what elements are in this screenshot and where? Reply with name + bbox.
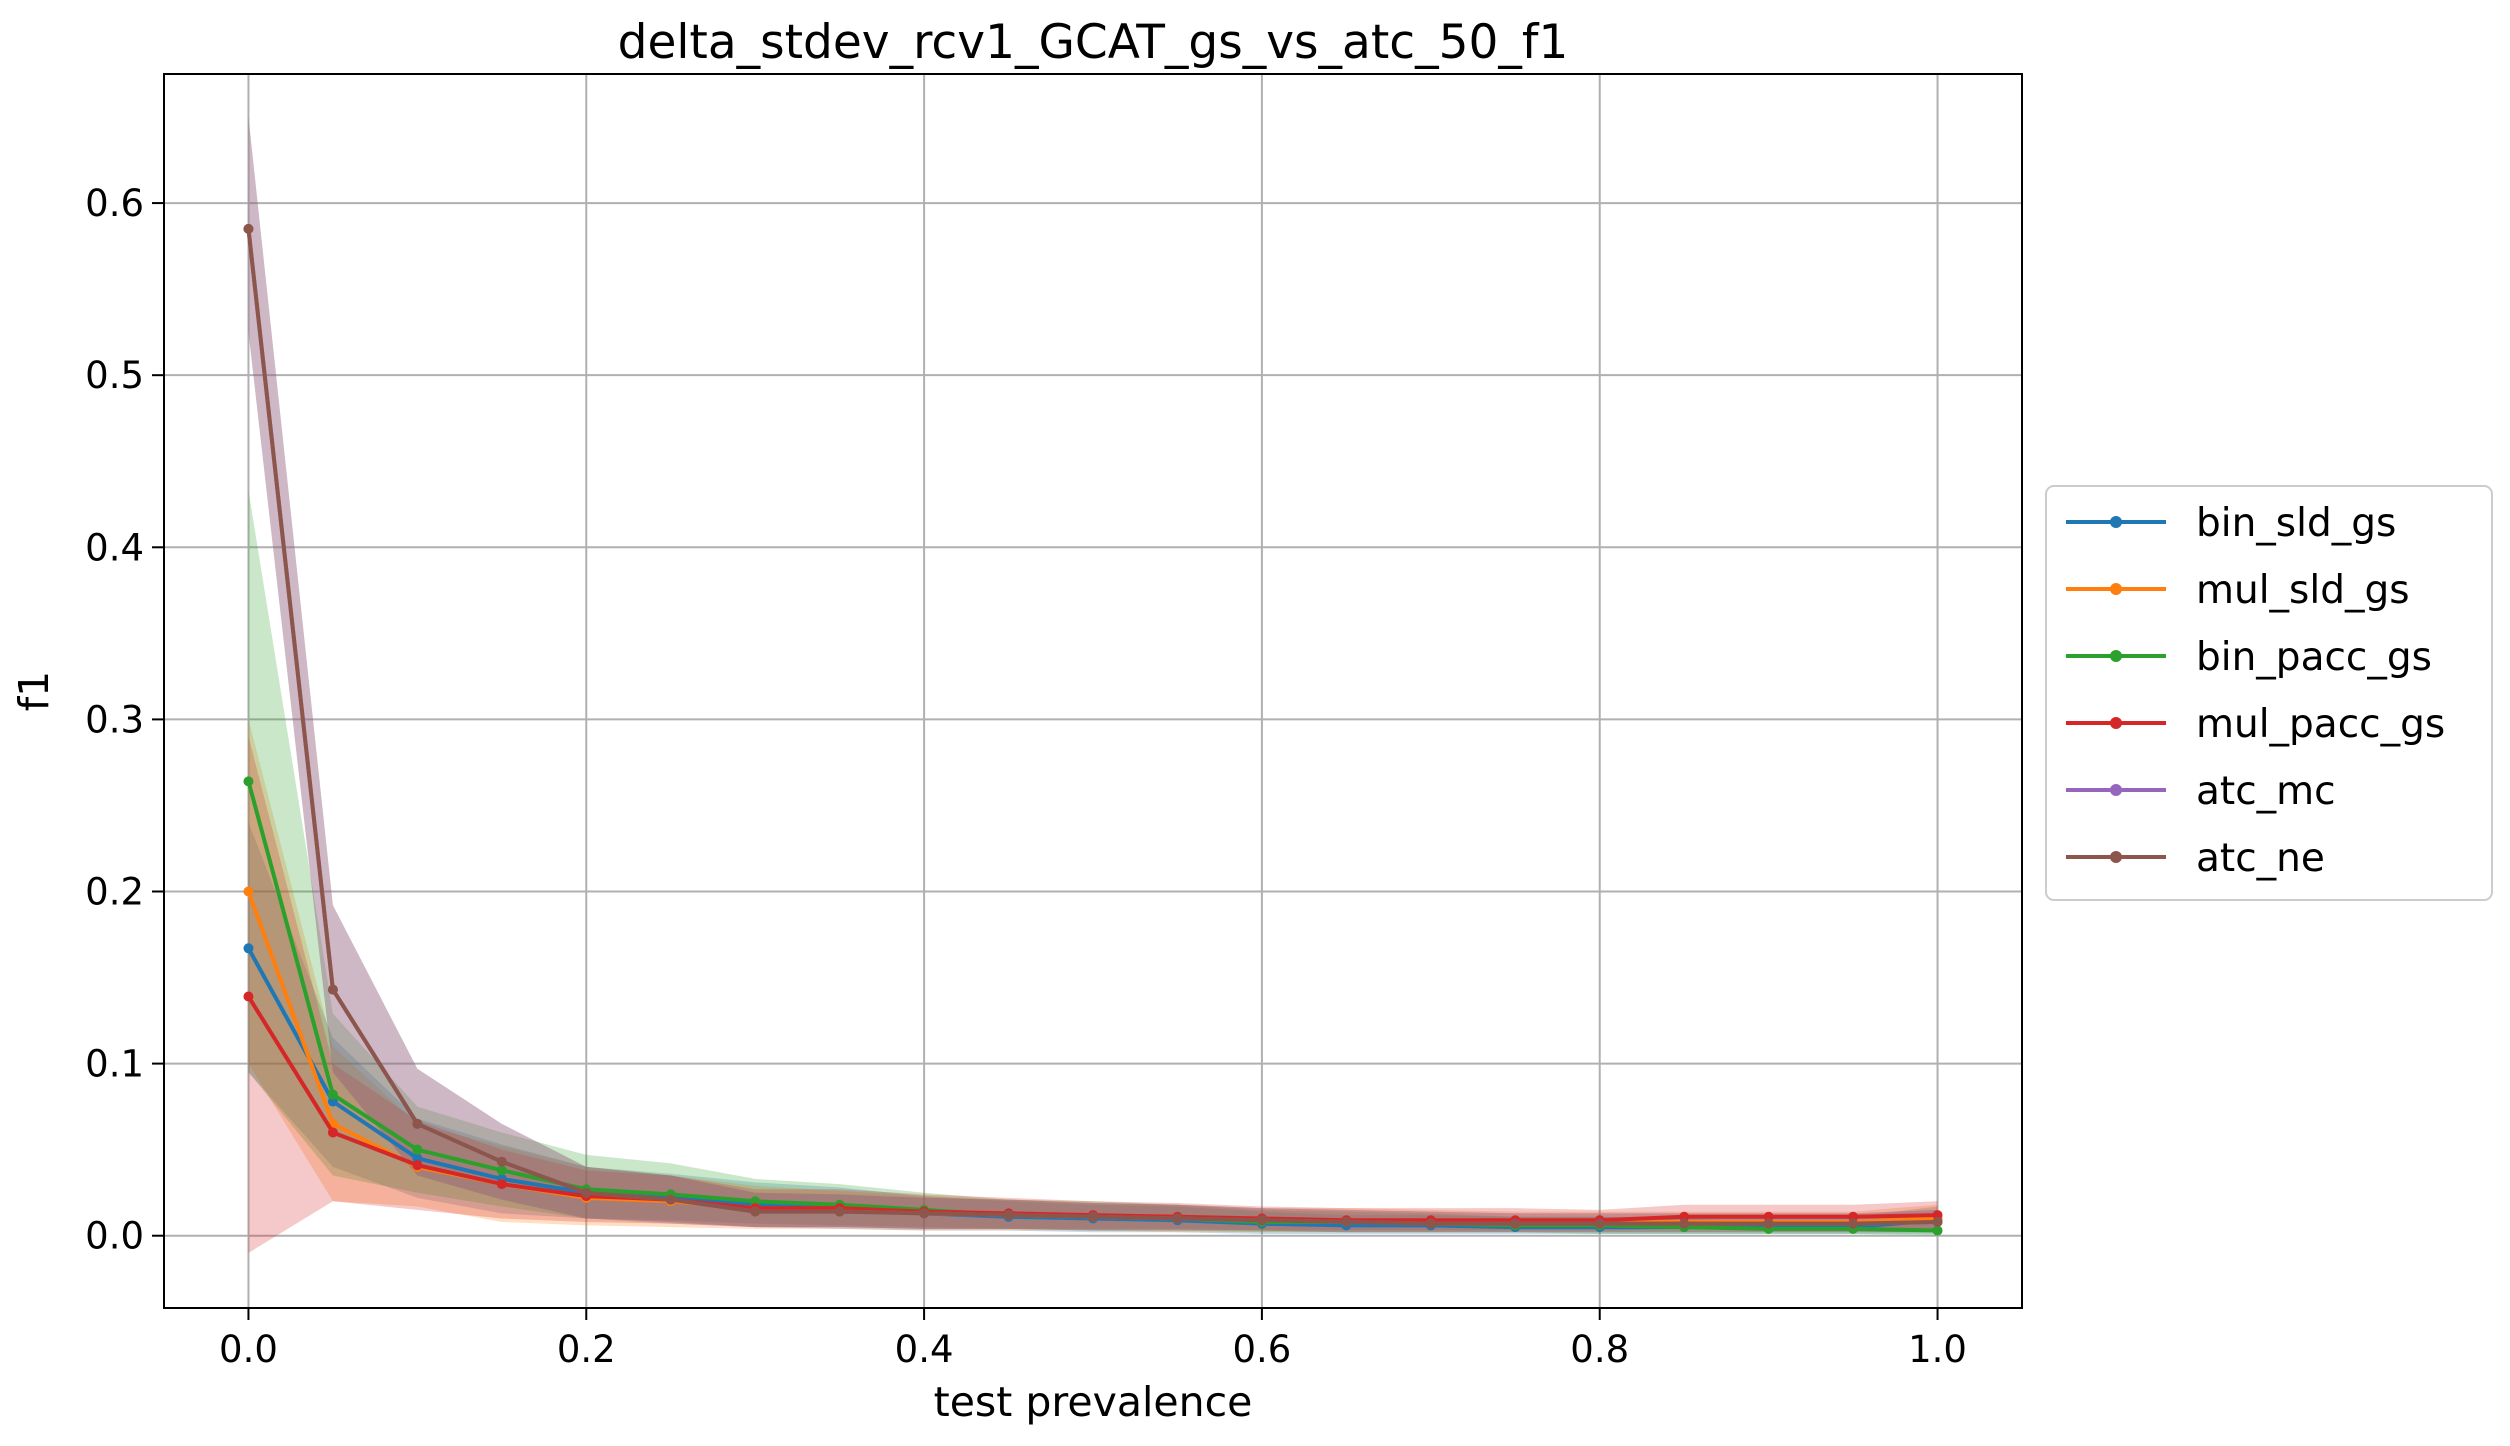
bin_sld_gs-band: [248, 822, 1938, 1234]
atc_ne-point: [1172, 1213, 1183, 1224]
y-tick-label: 0.4: [85, 526, 144, 569]
legend-label-atc_ne: atc_ne: [2196, 836, 2325, 881]
bin_sld_gs-point: [412, 1153, 423, 1164]
mul_pacc_gs-point: [496, 1179, 507, 1190]
mul_pacc_gs-point: [1763, 1211, 1774, 1222]
atc_ne-point: [1763, 1218, 1774, 1229]
atc_ne-point: [412, 1118, 423, 1129]
y-tick-label: 0.2: [85, 871, 144, 914]
atc_ne-point: [581, 1187, 592, 1198]
plot-area-frame: [163, 73, 2023, 1309]
x-tick-label: 0.0: [219, 1328, 278, 1371]
atc_ne-point: [243, 223, 254, 234]
mul_pacc_gs-band: [248, 736, 1938, 1253]
atc_ne-point: [1088, 1211, 1098, 1222]
mul_pacc_gs-point: [1679, 1211, 1690, 1222]
grid-lines: [164, 74, 2022, 1308]
atc_ne-point: [1003, 1210, 1014, 1221]
y-tick-label: 0.3: [85, 698, 144, 741]
bin_pacc_gs-point: [750, 1196, 761, 1207]
atc_ne-point: [1932, 1216, 1943, 1227]
atc_ne-point: [1425, 1218, 1436, 1229]
bin_pacc_gs-point: [496, 1165, 507, 1176]
mul_pacc_gs-point: [1848, 1211, 1859, 1222]
x-tick-label: 1.0: [1908, 1328, 1967, 1371]
series-lines: [243, 223, 1943, 1236]
y-tick-label: 0.6: [85, 182, 144, 225]
x-tick-label: 0.6: [1232, 1328, 1291, 1371]
atc_ne-point: [1341, 1216, 1352, 1227]
legend-marker-atc_ne: [2110, 851, 2122, 863]
x-axis-ticks: 0.0 0.2 0.4 0.6 0.8 1.0: [219, 1308, 1967, 1371]
x-tick-label: 0.4: [895, 1328, 954, 1371]
bin_sld_gs-point: [243, 943, 254, 954]
atc_ne-point: [834, 1206, 845, 1217]
atc_ne-point: [1679, 1218, 1690, 1229]
mul_pacc_gs-point: [412, 1160, 423, 1171]
atc_ne-point: [496, 1156, 507, 1167]
atc_ne-point: [665, 1194, 676, 1205]
atc_ne-point: [1848, 1218, 1859, 1229]
atc_ne-point: [1510, 1218, 1521, 1229]
atc_ne-point: [750, 1206, 761, 1217]
x-tick-label: 0.8: [1570, 1328, 1629, 1371]
atc_ne-point: [1256, 1215, 1267, 1226]
mul_sld_gs-band: [248, 719, 1938, 1233]
legend-marker-bin_sld_gs: [2110, 516, 2122, 528]
y-tick-label: 0.1: [85, 1043, 144, 1086]
bin_pacc_gs-point: [327, 1089, 338, 1100]
bin_pacc_gs-point: [412, 1144, 423, 1155]
y-tick-label: 0.5: [85, 354, 144, 397]
legend-label-mul_pacc_gs: mul_pacc_gs: [2196, 702, 2445, 747]
bin_pacc_gs-point: [1932, 1225, 1943, 1236]
atc_ne-point: [327, 984, 338, 995]
y-tick-label: 0.0: [85, 1215, 144, 1258]
legend-marker-mul_sld_gs: [2110, 583, 2122, 595]
bin_pacc_gs-point: [243, 776, 254, 787]
legend-marker-atc_mc: [2110, 784, 2122, 796]
legend-label-bin_sld_gs: bin_sld_gs: [2196, 501, 2396, 546]
y-axis-label: f1: [10, 671, 58, 712]
legend-marker-mul_pacc_gs: [2110, 717, 2122, 729]
y-axis-ticks: 0.0 0.1 0.2 0.3 0.4 0.5 0.6: [85, 182, 164, 1258]
mul_pacc_gs-point: [243, 991, 254, 1002]
chart-title: delta_stdev_rcv1_GCAT_gs_vs_atc_50_f1: [618, 15, 1569, 70]
bin_sld_gs-point: [327, 1096, 338, 1107]
legend-label-mul_sld_gs: mul_sld_gs: [2196, 568, 2410, 613]
x-tick-label: 0.2: [557, 1328, 616, 1371]
mul_sld_gs-point: [243, 886, 254, 897]
atc_ne-point: [1594, 1218, 1605, 1229]
mul_pacc_gs-point: [1932, 1210, 1943, 1221]
legend-label-bin_pacc_gs: bin_pacc_gs: [2196, 635, 2432, 680]
mul_pacc_gs-point: [327, 1127, 338, 1138]
legend-label-atc_mc: atc_mc: [2196, 769, 2336, 814]
legend: bin_sld_gs mul_sld_gs bin_pacc_gs mul_pacc_…: [2045, 485, 2493, 901]
legend-marker-bin_pacc_gs: [2110, 650, 2122, 662]
x-axis-label: test prevalence: [934, 1378, 1253, 1426]
atc_ne-point: [919, 1208, 930, 1219]
